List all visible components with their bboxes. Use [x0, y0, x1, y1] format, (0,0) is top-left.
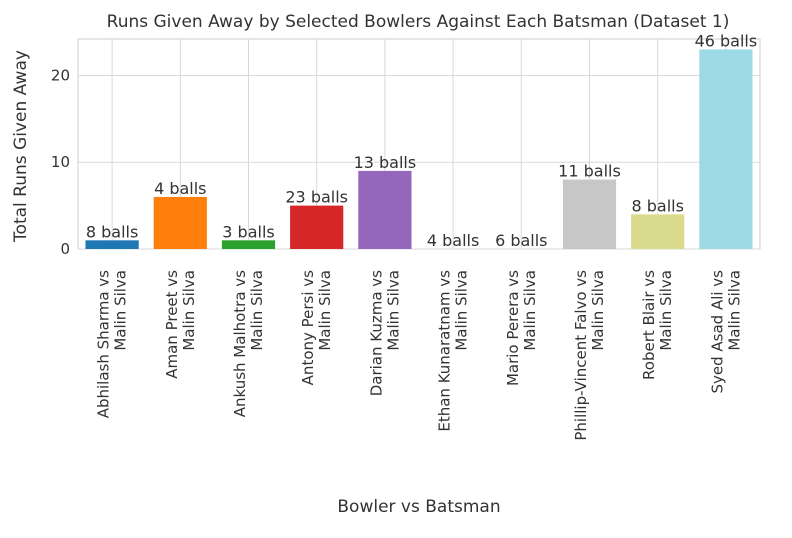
x-tick-label-line: Aman Preet vs: [163, 270, 181, 379]
bar-value-label: 13 balls: [354, 153, 417, 172]
x-tick-label: Robert Blair vs Malin Silva: [640, 270, 675, 380]
x-tick-label: Antony Persi vs Malin Silva: [299, 270, 334, 386]
x-tick-label-line: Malin Silva: [521, 270, 539, 351]
bar-value-label: 11 balls: [558, 162, 621, 181]
bar-value-label: 8 balls: [631, 196, 683, 215]
x-tick-label: Ethan Kunaratnam vs Malin Silva: [436, 270, 471, 432]
x-tick-label: Ankush Malhotra vs Malin Silva: [231, 270, 266, 417]
x-tick-label-line: Antony Persi vs: [299, 270, 317, 386]
x-tick-label: Phillip-Vincent Falvo vs Malin Silva: [572, 270, 607, 441]
bar: [221, 240, 276, 249]
bar-value-label: 46 balls: [695, 31, 758, 50]
x-tick-label-line: Malin Silva: [725, 270, 743, 351]
x-tick-label-line: Syed Asad Ali vs: [708, 270, 726, 394]
x-tick-label-line: Malin Silva: [384, 270, 402, 351]
bar-value-label: 4 balls: [154, 179, 206, 198]
x-tick-label-line: Robert Blair vs: [640, 270, 658, 380]
bar: [290, 205, 344, 249]
x-tick-label: Abhilash Sharma vs Malin Silva: [95, 270, 130, 418]
y-tick-label: 20: [51, 66, 70, 84]
bar: [358, 170, 412, 249]
x-tick-layer: Abhilash Sharma vs Malin Silva Aman Preet …: [95, 270, 744, 441]
bar: [562, 179, 617, 249]
x-tick-label: Darian Kuzma vs Malin Silva: [367, 270, 402, 396]
x-tick-label-line: Malin Silva: [453, 270, 471, 351]
x-tick-label-line: Malin Silva: [316, 270, 334, 351]
bar-value-label: 8 balls: [86, 222, 138, 241]
bar-value-label: 3 balls: [222, 222, 274, 241]
x-tick-label-line: Mario Perera vs: [504, 270, 522, 386]
bar: [699, 49, 753, 249]
x-tick-label-line: Malin Silva: [112, 270, 130, 351]
x-tick-label-line: Malin Silva: [180, 270, 198, 351]
x-tick-label-line: Darian Kuzma vs: [367, 270, 385, 396]
x-tick-label: Mario Perera vs Malin Silva: [504, 270, 539, 386]
x-tick-label: Syed Asad Ali vs Malin Silva: [708, 270, 743, 394]
x-tick-label-line: Malin Silva: [589, 270, 607, 351]
y-tick-label: 10: [51, 153, 70, 171]
x-tick-label-line: Ankush Malhotra vs: [231, 270, 249, 417]
bar-value-label: 4 balls: [427, 231, 479, 250]
y-tick-layer: 0 10 20: [51, 66, 70, 258]
x-tick-label-line: Malin Silva: [657, 270, 675, 351]
x-tick-label-line: Malin Silva: [248, 270, 266, 351]
x-axis-label: Bowler vs Batsman: [337, 497, 500, 517]
bar: [85, 240, 139, 249]
y-tick-label: 0: [60, 240, 70, 258]
bar-value-label: 6 balls: [495, 231, 547, 250]
x-tick-label: Aman Preet vs Malin Silva: [163, 270, 198, 379]
chart-title: Runs Given Away by Selected Bowlers Agai…: [107, 12, 730, 32]
x-tick-label-line: Phillip-Vincent Falvo vs: [572, 270, 590, 441]
y-axis-label: Total Runs Given Away: [11, 50, 31, 243]
x-tick-label-line: Abhilash Sharma vs: [95, 270, 113, 418]
bar: [153, 196, 207, 249]
x-tick-label-line: Ethan Kunaratnam vs: [436, 270, 454, 432]
bar-layer: [85, 49, 753, 249]
bar-value-label: 23 balls: [285, 188, 348, 207]
bar: [631, 214, 685, 249]
bar-label-layer: 8 balls 4 balls 3 balls 23 balls 13 balls 4 b…: [86, 31, 757, 250]
